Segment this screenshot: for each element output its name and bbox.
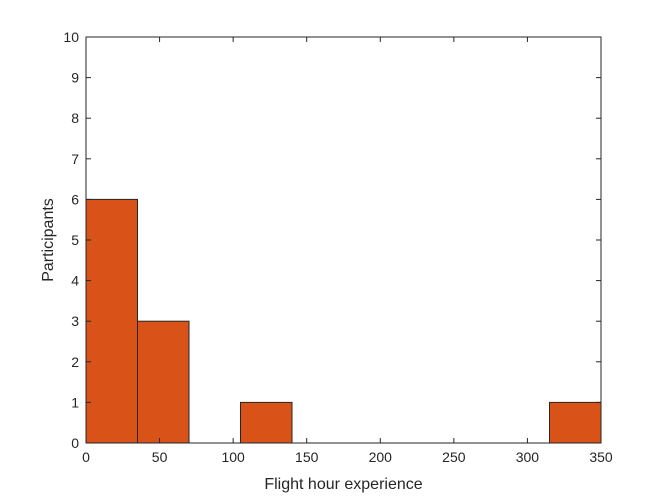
histogram-bar-9 [549,401,602,444]
histogram-bar-0 [85,198,138,444]
x-tick-label: 200 [369,449,393,465]
x-tick-label: 50 [152,449,168,465]
y-tick-label: 9 [71,70,79,86]
y-tick-label: 6 [71,191,79,207]
histogram-bar-1 [137,320,190,444]
x-tick-label: 0 [82,449,90,465]
axes-box [85,36,602,444]
x-tick-label: 350 [589,449,613,465]
x-tick-label: 250 [442,449,466,465]
x-tick-label: 300 [516,449,540,465]
y-tick-label: 4 [71,273,79,289]
y-tick-label: 5 [71,232,79,248]
y-tick-label: 3 [71,313,79,329]
y-tick-label: 10 [63,29,79,45]
y-tick-label: 1 [71,394,79,410]
x-tick-label: 100 [221,449,245,465]
bars-group [85,198,602,444]
ticks-group: 0 50 100 150 200 250 300 350 0 1 2 3 4 5 6 7 8 9 10 [63,29,612,465]
histogram-bar-3 [240,401,293,444]
y-tick-label: 7 [71,151,79,167]
y-tick-label: 8 [71,110,79,126]
y-tick-label: 0 [71,435,79,451]
y-axis-label: Participants [40,198,57,282]
x-axis-label: Flight hour experience [264,476,422,493]
y-tick-label: 2 [71,354,79,370]
x-tick-label: 150 [295,449,319,465]
